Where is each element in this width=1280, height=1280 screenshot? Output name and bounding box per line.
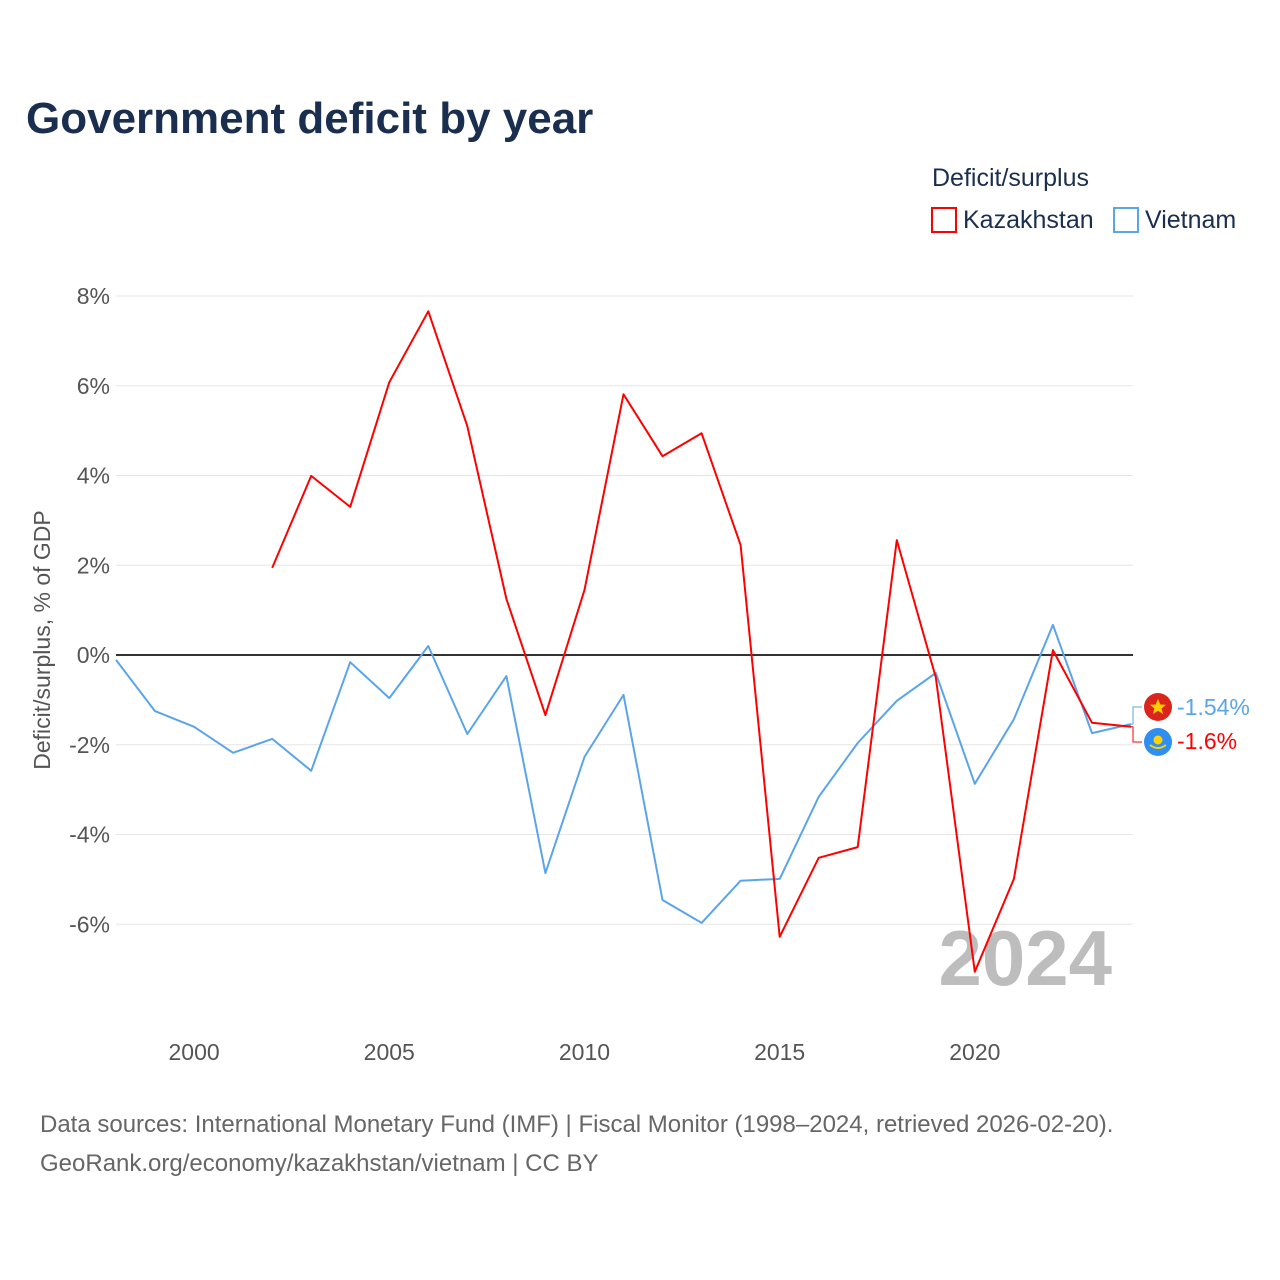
y-tick-label: 2% (77, 552, 110, 578)
legend: Deficit/surplus Kazakhstan Vietnam (931, 164, 1236, 234)
y-axis-ticks: 8% 6% 4% 2% 0% -2% -4% -6% (69, 283, 110, 937)
gridlines (116, 295, 1133, 925)
source-text: Data sources: International Monetary Fun… (40, 1111, 1113, 1138)
end-labels: -1.54% -1.6% (1131, 693, 1250, 756)
year-watermark: 2024 (938, 914, 1112, 1002)
y-tick-label: 0% (77, 642, 110, 668)
x-tick-label: 2015 (754, 1039, 805, 1065)
series-lines (115, 310, 1132, 973)
y-tick-label: -4% (69, 822, 110, 848)
legend-swatch-kazakhstan[interactable] (931, 207, 957, 233)
kazakhstan-end-value: -1.6% (1177, 728, 1237, 754)
x-tick-label: 2020 (949, 1039, 1000, 1065)
legend-label-kazakhstan[interactable]: Kazakhstan (963, 206, 1094, 234)
series-line-vietnam[interactable] (115, 623, 1132, 924)
x-tick-label: 2000 (168, 1039, 219, 1065)
y-axis-title: Deficit/surplus, % of GDP (29, 510, 55, 769)
vietnam-end-connector (1131, 706, 1142, 725)
y-tick-label: -6% (69, 911, 110, 937)
vietnam-end-value: -1.54% (1177, 694, 1250, 720)
y-tick-label: 6% (77, 373, 110, 399)
vietnam-flag-icon (1144, 693, 1172, 721)
y-tick-label: 8% (77, 283, 110, 309)
kazakhstan-end-connector (1131, 726, 1142, 743)
legend-title: Deficit/surplus (932, 164, 1089, 192)
x-tick-label: 2010 (559, 1039, 610, 1065)
y-tick-label: 4% (77, 463, 110, 489)
x-axis-ticks: 2000 2005 2010 2015 2020 (168, 1039, 1000, 1065)
series-line-kazakhstan[interactable] (271, 310, 1132, 973)
source-link[interactable]: GeoRank.org/economy/kazakhstan/vietnam |… (40, 1150, 599, 1177)
legend-label-vietnam[interactable]: Vietnam (1145, 206, 1236, 234)
kazakhstan-flag-icon (1144, 728, 1172, 756)
y-tick-label: -2% (69, 732, 110, 758)
chart-title: Government deficit by year (26, 94, 593, 143)
legend-swatch-vietnam[interactable] (1113, 207, 1139, 233)
x-tick-label: 2005 (364, 1039, 415, 1065)
